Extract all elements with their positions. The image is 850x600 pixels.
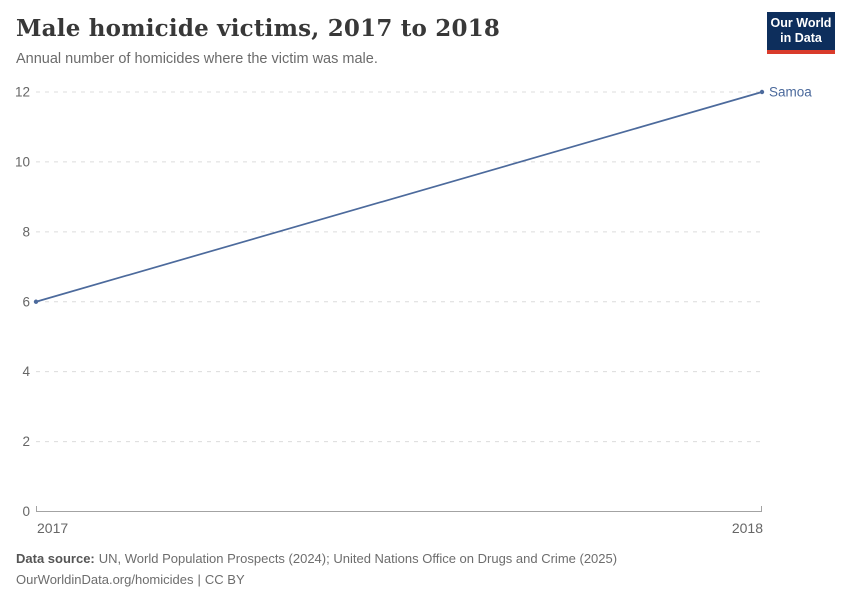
data-source-text: UN, World Population Prospects (2024); U… [98, 551, 618, 566]
chart-header: Male homicide victims, 2017 to 2018 Annu… [16, 15, 750, 67]
chart-subtitle: Annual number of homicides where the vic… [16, 51, 378, 67]
entity-label[interactable]: Samoa [769, 85, 812, 100]
attribution-line: OurWorldinData.org/homicides | CC BY [16, 569, 834, 590]
y-axis-tick-label: 2 [22, 434, 30, 449]
x-axis-tick-label: 2017 [37, 520, 68, 536]
data-point[interactable] [33, 299, 39, 304]
series-line-samoa[interactable] [35, 91, 763, 303]
y-axis-tick-label: 0 [22, 504, 30, 519]
chart-footer: Data source: UN, World Population Prospec… [16, 548, 834, 590]
owid-logo[interactable]: Our World in Data [767, 12, 835, 54]
chart-title: Male homicide victims, 2017 to 2018 [16, 15, 501, 42]
license-label: CC BY [204, 572, 245, 587]
data-point[interactable] [759, 89, 765, 95]
y-axis-tick-label: 8 [22, 224, 30, 239]
y-axis-tick-label: 12 [15, 85, 30, 100]
owid-url-link[interactable]: OurWorldinData.org/homicides [16, 572, 194, 587]
line-chart[interactable]: 0 2 4 6 8 10 12 2017 2018 Samoa [0, 0, 850, 545]
y-axis-tick-label: 10 [15, 154, 30, 169]
x-axis-tick-label: 2018 [732, 520, 763, 536]
y-axis-tick-label: 4 [22, 364, 30, 379]
owid-logo-line2: in Data [780, 31, 822, 45]
data-source-line: Data source: UN, World Population Prospec… [16, 548, 834, 569]
data-source-label: Data source: [16, 551, 95, 566]
attribution-separator: | [197, 572, 201, 587]
owid-logo-line1: Our World [770, 16, 832, 30]
y-axis-tick-label: 6 [22, 294, 30, 309]
